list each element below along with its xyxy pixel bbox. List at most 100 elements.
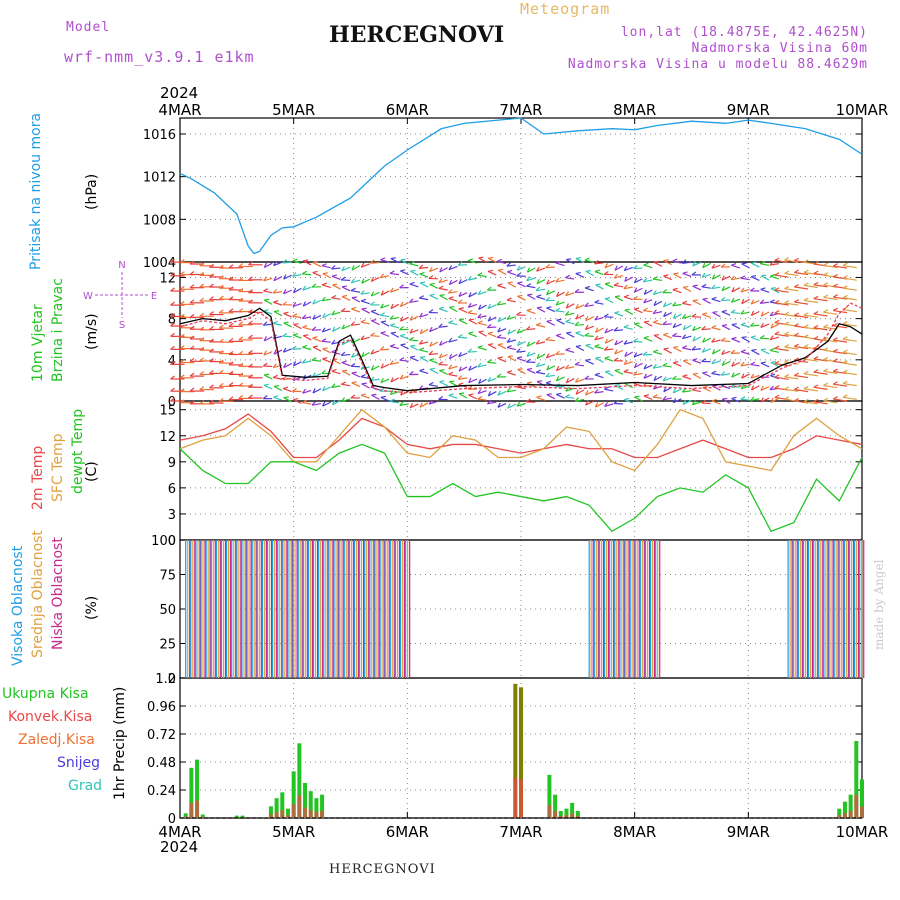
wind-arrowhead	[399, 401, 404, 406]
wind-arrow	[585, 325, 594, 331]
precip-bar	[570, 802, 575, 818]
wind-arrowhead	[644, 320, 650, 323]
wind-arrow	[273, 301, 283, 306]
wind-arrowhead	[506, 297, 512, 301]
precip-conv-bar	[837, 815, 842, 818]
wind-arrow	[614, 274, 624, 279]
wind-arrow	[595, 284, 604, 290]
wind-arrow	[389, 361, 400, 366]
wind-arrow	[585, 344, 595, 350]
day-label-bottom: 6MAR	[386, 823, 429, 841]
wind-arrowhead	[370, 349, 375, 355]
wind-arrow	[794, 314, 809, 319]
wind-arrowhead	[702, 297, 708, 300]
wind-arrow	[341, 370, 351, 376]
wind-arrowhead	[603, 270, 609, 275]
wind-arrowhead	[468, 378, 472, 384]
wind-arrow	[605, 371, 614, 377]
wind-arrowhead	[390, 257, 396, 260]
precip-conv-bar	[280, 810, 285, 818]
wind-arrowhead	[272, 363, 277, 368]
day-label-bottom: 8MAR	[613, 823, 656, 841]
wind-arrowhead	[467, 258, 474, 262]
wind-arrowhead	[813, 281, 819, 286]
y-tick-label: 6	[168, 482, 176, 497]
wind-arrowhead	[312, 299, 316, 305]
wind-arrowhead	[487, 359, 493, 363]
wind-arrow	[823, 384, 838, 389]
wind-arrowhead	[418, 385, 424, 390]
wind-arrow	[429, 294, 439, 300]
precip-bar	[200, 814, 205, 818]
wind-arrow	[594, 346, 604, 350]
wind-arrow	[409, 329, 419, 334]
wind-arrowhead	[623, 266, 628, 271]
wind-arrowhead	[487, 399, 492, 405]
wind-arrow	[653, 291, 663, 296]
wind-arrow	[682, 315, 692, 319]
wind-arrowhead	[711, 284, 716, 290]
wind-arrow	[458, 308, 468, 314]
wind-arrow	[506, 339, 516, 343]
wind-arrowhead	[516, 401, 521, 407]
wind-arrowhead	[613, 400, 619, 404]
wind-arrow	[760, 337, 770, 340]
precip-conv-bar	[553, 811, 558, 818]
wind-arrow	[400, 259, 409, 265]
wind-arrowhead	[496, 300, 502, 306]
wind-arrowhead	[292, 313, 298, 317]
wind-arrow	[536, 363, 546, 368]
wind-arrowhead	[604, 282, 611, 285]
wind-arrowhead	[497, 390, 501, 396]
precip-conv-bar	[183, 816, 188, 818]
wind-arrow	[750, 398, 760, 402]
wind-arrowhead	[199, 312, 205, 317]
wind-arrow	[740, 363, 750, 367]
wind-arrow	[331, 267, 341, 270]
wind-arrow	[769, 263, 779, 266]
wind-arrowhead	[282, 347, 287, 353]
wind-arrowhead	[199, 346, 205, 351]
precip-conv-bar	[189, 802, 194, 818]
wind-arrow	[311, 359, 322, 362]
wind-arrowhead	[527, 367, 533, 371]
wind-arrowhead	[400, 333, 406, 337]
wind-arrow	[740, 385, 750, 390]
wind-arrowhead	[370, 365, 375, 371]
wind-arrow	[721, 325, 731, 331]
wind-arrowhead	[842, 262, 848, 267]
wind-arrowhead	[179, 259, 185, 264]
wind-arrowhead	[614, 295, 621, 298]
wind-arrowhead	[179, 300, 185, 305]
wind-arrowhead	[741, 262, 747, 265]
wind-arrowhead	[604, 386, 610, 390]
wind-arrow	[351, 279, 361, 284]
wind-arrow	[566, 332, 575, 338]
wind-arrowhead	[370, 332, 375, 337]
wind-arrowhead	[682, 314, 687, 319]
wind-arrowhead	[535, 362, 540, 368]
wind-arrow	[458, 279, 468, 285]
wind-arrow	[497, 302, 507, 306]
wind-arrowhead	[262, 321, 268, 326]
compass-east: E	[151, 291, 157, 302]
wind-arrowhead	[526, 267, 531, 273]
wind-arrowhead	[595, 327, 599, 333]
wind-arrowhead	[740, 275, 746, 279]
wind-arrow	[449, 353, 458, 360]
wind-arrowhead	[535, 339, 540, 345]
wind-arrowhead	[813, 398, 819, 403]
wind-arrowhead	[390, 377, 394, 383]
wind-arrowhead	[238, 382, 244, 387]
wind-arrow	[575, 332, 585, 337]
wind-arrowhead	[575, 271, 581, 275]
wind-arrow	[813, 371, 828, 375]
wind-arrow	[556, 393, 565, 399]
wind-arrowhead	[525, 358, 531, 363]
wind-arrow	[302, 360, 312, 364]
wind-arrowhead	[793, 343, 799, 348]
wind-arrow	[487, 270, 497, 276]
wind-arrowhead	[623, 339, 628, 345]
wind-arrow	[585, 270, 595, 277]
wind-arrow	[575, 398, 585, 402]
